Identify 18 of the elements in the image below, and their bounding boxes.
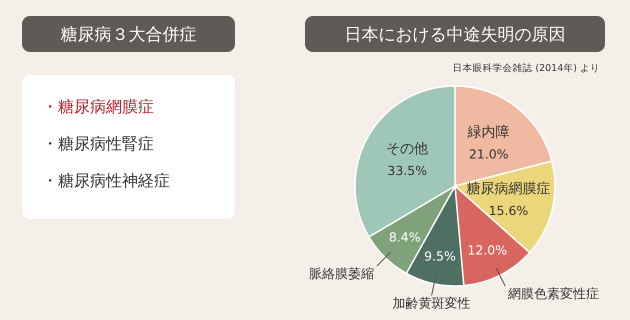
slice-label: 脈絡膜萎縮	[308, 267, 374, 282]
chart-title: 日本における中途失明の原因	[344, 25, 566, 45]
text: 日本眼科学会雑誌 (2014年) より	[452, 62, 600, 74]
text: ・糖尿病性腎症	[42, 134, 154, 153]
data-label: 12.0%	[467, 242, 508, 258]
data-label: 33.5%	[387, 162, 428, 178]
slice-label: 糖尿病網膜症	[466, 181, 550, 198]
data-label: 15.6%	[488, 203, 528, 218]
data-label: 8.4%	[388, 230, 421, 245]
slice-label: その他	[386, 140, 428, 157]
data-label: 21.0%	[468, 146, 509, 162]
slice-label: 加齢黄斑変性	[392, 296, 471, 312]
slice-label: 緑内障	[466, 124, 510, 141]
data-label: 9.5%	[424, 248, 456, 264]
text: ・糖尿病性神経症	[42, 171, 170, 190]
slice-label: 網膜色素変性症	[507, 286, 600, 302]
text: 糖尿病３大合併症	[60, 25, 196, 45]
text: ・糖尿病網膜症	[42, 97, 154, 116]
